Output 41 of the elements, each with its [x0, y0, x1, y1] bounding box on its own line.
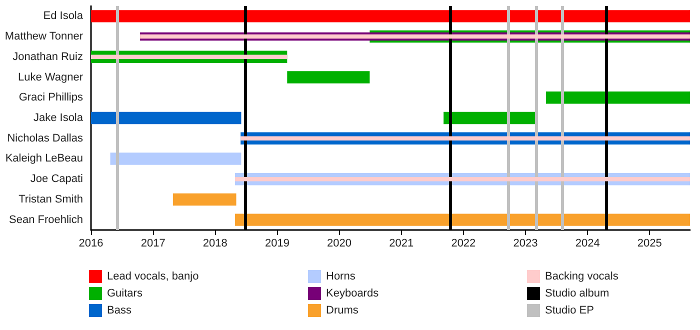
y-tick-label: Joe Capati — [30, 173, 83, 186]
x-tick-label: 2021 — [389, 238, 414, 250]
x-tick-label: 2024 — [575, 238, 600, 250]
x-tick-label: 2023 — [513, 238, 538, 250]
bar — [240, 136, 690, 140]
bar — [91, 112, 242, 124]
bar — [546, 92, 690, 104]
bar — [172, 193, 236, 206]
bar — [235, 214, 690, 226]
x-tick-label: 2017 — [140, 238, 166, 250]
x-tick-label: 2019 — [264, 238, 290, 250]
y-tick-label: Tristan Smith — [18, 193, 83, 206]
legend-label: Studio EP — [545, 304, 594, 316]
y-tick-label: Kaleigh LeBeau — [5, 152, 83, 165]
x-tick-label: 2018 — [202, 238, 228, 250]
bar — [287, 71, 370, 84]
y-tick-label: Nicholas Dallas — [7, 132, 84, 144]
y-tick-label: Matthew Tonner — [4, 30, 84, 43]
bar — [235, 176, 690, 182]
legend-label: Horns — [326, 270, 356, 282]
bar — [444, 112, 536, 124]
legend-label: Drums — [326, 304, 359, 316]
legend-label: Keyboards — [326, 288, 380, 300]
x-tick-label: 2025 — [637, 238, 662, 250]
y-tick-label: Ed Isola — [43, 10, 84, 22]
y-tick-label: Jake Isola — [33, 112, 84, 124]
bar — [110, 152, 242, 165]
y-tick-label: Sean Froehlich — [9, 214, 83, 226]
x-tick-label: 2022 — [451, 238, 476, 250]
legend-label: Guitars — [107, 288, 143, 300]
x-tick-label: 2020 — [327, 238, 352, 250]
legend-label: Bass — [107, 304, 132, 316]
bar — [91, 54, 288, 60]
x-tick-label: 2016 — [78, 238, 104, 250]
legend-label: Lead vocals, banjo — [107, 270, 199, 282]
y-tick-label: Luke Wagner — [18, 71, 84, 84]
bar — [91, 10, 690, 22]
y-tick-label: Graci Phillips — [18, 92, 84, 104]
legend-label: Backing vocals — [545, 270, 619, 282]
legend-label: Studio album — [545, 288, 610, 300]
y-tick-label: Jonathan Ruiz — [12, 50, 83, 63]
